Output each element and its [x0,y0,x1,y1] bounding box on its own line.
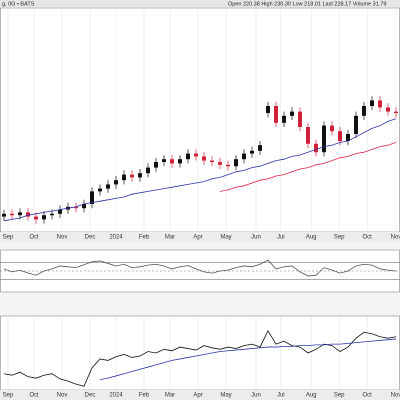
symbol: g, 0G • BATS [2,1,35,7]
candle-body [122,174,126,181]
x-tick-label: Dec [85,235,96,241]
x-tick-label: Jun [251,235,261,241]
x-tick-label: Oct [363,393,373,399]
x-tick-label: Sep [334,393,345,399]
candle-body [218,162,222,165]
quote: Open 220.38 High 230.30 Low 218.01 Last … [228,1,386,7]
candle-body [162,159,166,162]
x-tick-label: Nov [391,235,400,241]
candle-body [178,159,182,164]
candle-body [50,213,54,216]
candle-body [266,106,270,113]
x-tick-label: Sep [334,235,345,241]
x-tick-label: Nov [57,235,68,241]
x-tick-label: Aug [306,235,317,241]
candle-body [170,159,174,164]
candle-body [34,216,38,220]
candle-body [338,131,342,141]
x-tick-label: Nov [57,393,68,399]
candle-body [146,167,150,174]
x-tick-label: Sep [3,235,14,241]
candle-body [26,212,30,217]
axis-strip [0,232,400,242]
candle-body [186,153,190,160]
candle-body [42,215,46,220]
x-tick-label: Jun [251,393,261,399]
x-tick-label: Oct [29,235,39,241]
x-tick-label: Sep [3,393,14,399]
candle-body [330,125,334,132]
candle-body [74,206,78,209]
candle-body [226,164,230,167]
line [3,329,397,387]
x-tick-label: Oct [363,235,373,241]
x-tick-label: May [220,393,231,399]
candle-body [10,213,14,216]
line [3,118,397,222]
x-tick-label: Jul [277,393,285,399]
candle-body [290,111,294,116]
candle-body [82,204,86,209]
x-tick-label: Aug [306,393,317,399]
candle-body [282,115,286,123]
axis-strip [0,390,400,400]
candle-body [114,180,118,185]
x-tick-label: 2024 [109,393,123,399]
x-tick-label: Mar [165,235,175,241]
candle-body [258,145,262,151]
candle-body [130,174,134,178]
candle-body [234,159,238,167]
candle-body [354,115,358,134]
candle-body [250,150,254,154]
candle-body [194,153,198,157]
x-tick-label: Apr [193,393,202,399]
candle-body [90,191,94,204]
line [99,338,397,381]
candle-body [242,153,246,160]
candle-body [362,106,366,116]
candle-body [98,188,102,192]
header-bar [0,0,400,7]
candle-body [154,162,158,168]
panel [0,315,400,391]
candle-body [138,173,142,178]
x-tick-label: 2024 [109,235,123,241]
x-tick-label: May [220,235,231,241]
x-tick-label: Oct [29,393,39,399]
candle-body [58,209,62,214]
x-tick-label: Apr [193,235,202,241]
line [219,142,397,192]
line [3,259,397,277]
candle-body [370,100,374,106]
x-tick-label: Feb [139,393,150,399]
candle-body [386,107,390,112]
candle-body [106,184,110,189]
candle-body [378,100,382,108]
x-tick-label: Feb [139,235,150,241]
candle-body [346,134,350,141]
panel [0,7,400,233]
x-tick-label: Mar [165,393,175,399]
x-tick-label: Dec [85,393,96,399]
candle-body [298,111,302,127]
candle-body [18,212,22,216]
x-tick-label: Nov [391,393,400,399]
candle-body [2,213,6,217]
candle-body [306,127,310,144]
candle-body [202,156,206,161]
x-tick-label: Jul [277,235,285,241]
candle-body [322,125,326,153]
candle-body [274,106,278,123]
candle-body [210,160,214,162]
candle-body [314,143,318,153]
candle-body [394,111,398,113]
